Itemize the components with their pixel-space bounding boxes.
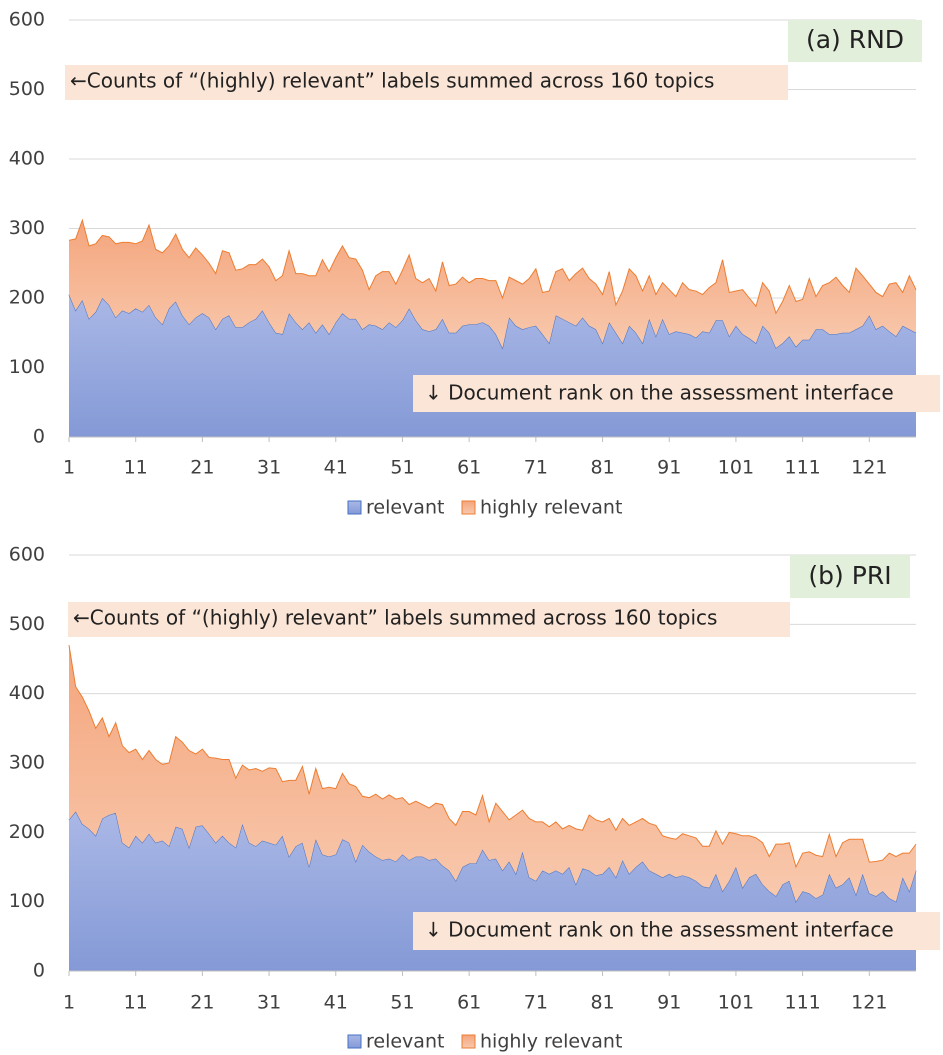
x-tick-label: 111: [784, 992, 820, 1014]
y-tick-label: 500: [9, 613, 45, 635]
y-tick-label: 600: [9, 544, 45, 566]
annotation: ↓ Document rank on the assessment interf…: [425, 381, 894, 405]
area-fill: [69, 220, 916, 349]
series-line: [68, 218, 917, 315]
y-tick-label: 0: [33, 426, 45, 448]
y-tick-label: 400: [9, 682, 45, 704]
area-fill: [69, 645, 916, 902]
x-tick-label: 101: [718, 992, 754, 1014]
legend: relevant highly relevant: [347, 497, 622, 519]
x-tick-label: 51: [390, 992, 414, 1014]
y-tick-label: 200: [9, 821, 45, 843]
x-tick-label: 71: [524, 992, 548, 1014]
x-tick-label: 11: [124, 457, 148, 479]
annotation: (b) PRI: [808, 561, 891, 590]
x-tick-label: 1: [63, 457, 75, 479]
legend-swatch: [347, 1034, 362, 1049]
y-tick-label: 300: [9, 752, 45, 774]
y-tick-label: 400: [9, 148, 45, 170]
legend-label: highly relevant: [480, 497, 622, 519]
legend-label: relevant: [366, 1031, 444, 1053]
y-tick-label: 100: [9, 356, 45, 378]
legend-label: highly relevant: [480, 1031, 622, 1053]
x-tick-label: 71: [524, 457, 548, 479]
x-tick-label: 91: [657, 992, 681, 1014]
x-tick-label: 31: [257, 457, 281, 479]
annotation-box: [68, 602, 790, 637]
legend-swatch: [461, 1034, 476, 1049]
x-tick-label: 121: [851, 992, 887, 1014]
y-tick-label: 500: [9, 78, 45, 100]
annotation-box: [788, 20, 922, 62]
annotation: ←Counts of “(highly) relevant” labels su…: [70, 69, 714, 93]
legend-label: relevant: [366, 497, 444, 519]
annotation: ←Counts of “(highly) relevant” labels su…: [73, 606, 717, 630]
x-tick-label: 81: [590, 992, 614, 1014]
y-tick-label: 300: [9, 217, 45, 239]
annotation: ↓ Document rank on the assessment interf…: [425, 918, 894, 942]
annotation-box: [65, 65, 788, 100]
y-tick-label: 600: [9, 9, 45, 31]
series-line: [68, 645, 917, 869]
annotation-box: [790, 555, 910, 598]
legend-swatch: [461, 500, 476, 515]
x-tick-label: 41: [324, 992, 348, 1014]
annotation: (a) RND: [806, 25, 904, 54]
y-tick-label: 0: [33, 960, 45, 982]
x-tick-label: 61: [457, 457, 481, 479]
x-tick-label: 1: [63, 992, 75, 1014]
annotation-box: [413, 375, 940, 412]
annotation-box: [413, 912, 940, 950]
x-tick-label: 41: [324, 457, 348, 479]
x-tick-label: 91: [657, 457, 681, 479]
x-tick-label: 111: [784, 457, 820, 479]
y-tick-label: 100: [9, 890, 45, 912]
x-tick-label: 31: [257, 992, 281, 1014]
x-tick-label: 81: [590, 457, 614, 479]
x-tick-label: 61: [457, 992, 481, 1014]
x-tick-label: 51: [390, 457, 414, 479]
x-tick-label: 21: [190, 992, 214, 1014]
x-tick-label: 101: [718, 457, 754, 479]
x-tick-label: 21: [190, 457, 214, 479]
y-tick-label: 200: [9, 287, 45, 309]
x-tick-label: 121: [851, 457, 887, 479]
legend: relevant highly relevant: [347, 1031, 622, 1053]
x-tick-label: 11: [124, 992, 148, 1014]
legend-swatch: [347, 500, 362, 515]
